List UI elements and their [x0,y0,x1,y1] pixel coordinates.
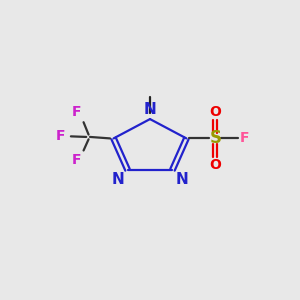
Text: F: F [239,131,249,146]
Text: N: N [176,172,189,187]
Text: N: N [144,102,156,117]
Text: F: F [72,105,82,119]
Text: S: S [209,129,221,147]
Text: F: F [55,129,65,143]
Text: N: N [111,172,124,187]
Text: O: O [209,158,221,172]
Text: O: O [209,105,221,119]
Text: F: F [72,154,82,167]
